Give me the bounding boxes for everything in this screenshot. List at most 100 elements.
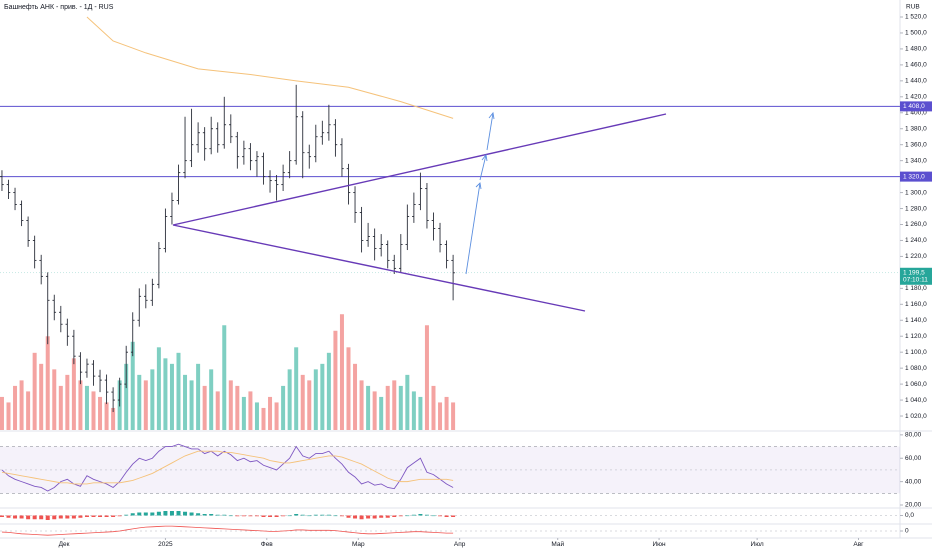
volume-bar	[424, 325, 429, 430]
y-tick-label: 1 380,0	[905, 125, 927, 132]
volume-bar	[143, 380, 148, 430]
histogram-bar	[359, 515, 364, 520]
currency: RUB	[906, 4, 920, 11]
y-tick-label: 1 480,0	[905, 46, 927, 53]
x-tick-label: 2025	[158, 541, 173, 548]
histogram-bar	[261, 515, 266, 517]
y-tick-label: 1 140,0	[905, 317, 927, 324]
volume-bar	[451, 402, 456, 430]
x-tick-label: Дек	[59, 541, 70, 548]
volume-bar	[411, 391, 416, 430]
y-tick-label: 1 220,0	[905, 253, 927, 260]
arrows	[465, 111, 495, 275]
histogram-bar	[0, 515, 4, 517]
histogram-bar	[451, 515, 456, 517]
histogram-bar	[156, 511, 161, 516]
y-tick-label: 1 260,0	[905, 221, 927, 228]
histogram-bar	[248, 515, 253, 517]
histogram-bar	[98, 515, 103, 517]
histogram-bar	[111, 515, 116, 517]
volume-bar	[438, 402, 443, 430]
histogram-bar	[169, 511, 174, 516]
y-tick-label: 20,00	[905, 502, 922, 509]
volume-bar	[71, 358, 76, 430]
histogram-bar	[176, 511, 181, 516]
volume-bar	[156, 347, 161, 430]
volume-bar	[222, 325, 227, 430]
y-tick-label: 1 420,0	[905, 94, 927, 101]
y-tick-label: 1 280,0	[905, 205, 927, 212]
histogram-bar	[202, 514, 207, 516]
volume-bar	[346, 347, 351, 430]
volume-bar	[124, 363, 129, 430]
x-tick-label: Июл	[751, 541, 764, 548]
volume-bar	[13, 385, 18, 430]
volume-bar	[444, 396, 449, 430]
histogram-bar	[124, 514, 129, 516]
volume-bar	[202, 385, 207, 430]
histogram-bar	[117, 515, 122, 517]
histogram-bar	[222, 514, 227, 516]
volume-bar	[254, 402, 259, 430]
volume-bar	[183, 374, 188, 430]
volume-bar	[300, 374, 305, 430]
volume-bar	[91, 391, 96, 430]
arrow	[479, 154, 487, 181]
histogram-bar	[19, 515, 24, 519]
y-tick-label: 1 120,0	[905, 333, 927, 340]
y-tick-label: 1 460,0	[905, 62, 927, 69]
last-price-box	[900, 267, 932, 285]
trendline	[172, 113, 667, 226]
x-tick-label: Июн	[652, 541, 666, 548]
x-tick-label: Авг	[853, 541, 864, 548]
histogram-bar	[209, 514, 214, 516]
histogram-bar	[189, 512, 194, 516]
histogram-bar	[183, 511, 188, 516]
volume-bar	[228, 380, 233, 430]
histogram-bar	[326, 514, 331, 516]
volume-bar	[150, 369, 155, 430]
histogram-bar	[91, 515, 96, 517]
volume-bar	[313, 369, 318, 430]
oscillator-line	[1, 525, 454, 536]
y-tick-label: 1 020,0	[905, 413, 927, 420]
histogram-bar	[438, 515, 443, 517]
arrow-head	[488, 111, 495, 120]
x-tick-label: Апр	[454, 541, 466, 548]
volume-bar	[209, 369, 214, 430]
volume-bar	[26, 391, 31, 430]
y-tick-label: 1 340,0	[905, 157, 927, 164]
volume-bar	[379, 396, 384, 430]
histogram-bar	[366, 515, 371, 519]
y-tick-label: 0	[905, 528, 909, 535]
histogram-bar	[65, 515, 70, 519]
volume-bar	[84, 385, 89, 430]
arrow-head	[475, 182, 482, 190]
volume-bar	[39, 363, 44, 430]
last-price-label: 1 199,5	[903, 269, 925, 276]
volume-bar	[274, 402, 279, 430]
volume-bar	[241, 396, 246, 430]
rsi-line	[1, 443, 454, 492]
volume-bar	[58, 385, 63, 430]
histogram-bar	[84, 515, 89, 517]
volume-bar	[398, 385, 403, 430]
volume-bar	[339, 314, 344, 430]
histogram-bar	[150, 512, 155, 516]
volume-bar	[6, 402, 11, 430]
histogram-bar	[52, 515, 57, 520]
level-label-box	[900, 171, 932, 182]
histogram-bar	[45, 515, 50, 520]
data-layer	[0, 16, 900, 536]
y-tick-label: 1 060,0	[905, 381, 927, 388]
volume-bar	[268, 396, 273, 430]
volume-bar	[137, 374, 142, 430]
x-tick-label: Мар	[352, 541, 365, 548]
histogram-bar	[300, 514, 305, 516]
volume-bar	[326, 352, 331, 430]
histogram-bar	[254, 515, 259, 517]
histogram-bar	[163, 511, 168, 516]
